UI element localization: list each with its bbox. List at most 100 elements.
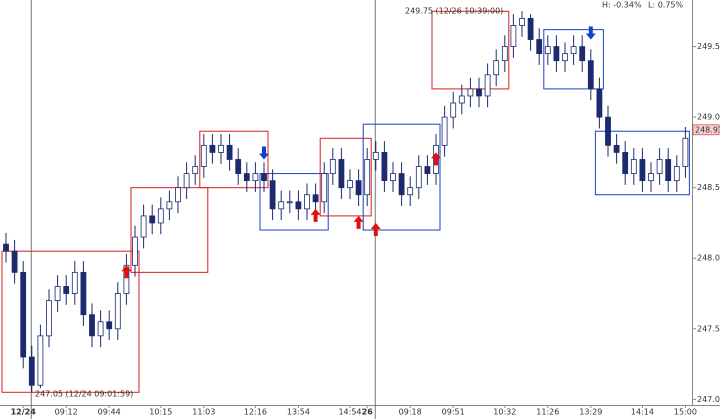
candle-body xyxy=(510,25,517,47)
x-tick-label: 12/24 xyxy=(11,408,37,417)
candle-body xyxy=(648,173,654,182)
y-tick-label: 247.50 xyxy=(697,324,720,333)
price-annotation: 249.75 (12/26 10:39:00) xyxy=(405,7,503,16)
signal-arrow xyxy=(431,152,441,166)
candle-body xyxy=(587,60,594,90)
candle-body xyxy=(476,88,482,97)
y-tick-label: 247.00 xyxy=(697,395,720,404)
range-box xyxy=(130,187,209,273)
last-price-label: 248.91 xyxy=(695,125,720,134)
x-tick-label: 12:16 xyxy=(244,408,267,417)
candle-body xyxy=(527,17,534,40)
candle-body xyxy=(415,166,422,189)
candle-body xyxy=(544,46,551,55)
candle-body xyxy=(166,201,173,210)
candle-body xyxy=(613,144,620,153)
candle-body xyxy=(80,271,87,316)
candle-body xyxy=(656,159,663,174)
x-tick-label: 09:44 xyxy=(98,408,121,417)
range-box xyxy=(543,29,604,90)
range-box xyxy=(319,137,372,217)
signal-arrow xyxy=(121,265,132,279)
last-price-tag xyxy=(692,124,720,136)
candle-body xyxy=(622,152,629,174)
candle-body xyxy=(407,187,414,196)
candle-body xyxy=(519,17,525,26)
candle-body xyxy=(218,144,224,153)
x-tick-label: 13:29 xyxy=(579,408,602,417)
candle-body xyxy=(114,293,121,330)
candle-body xyxy=(304,194,310,210)
candle-body xyxy=(390,173,396,182)
candle-body xyxy=(424,166,431,174)
candle-body xyxy=(252,173,259,182)
candle-body xyxy=(579,46,586,62)
x-tick-label: 26 xyxy=(362,408,374,417)
x-tick-label: 14:54 xyxy=(338,408,361,417)
y-tick-label: 249.00 xyxy=(697,113,720,122)
x-tick-label: 10:32 xyxy=(493,408,516,417)
candle-body xyxy=(441,116,448,146)
candle-body xyxy=(278,201,285,210)
candle-body xyxy=(665,159,672,182)
candle-body xyxy=(89,314,95,337)
range-box xyxy=(199,130,269,189)
candle-body xyxy=(553,46,560,62)
candle-body xyxy=(226,144,233,160)
candle-body xyxy=(673,166,680,182)
price-annotation: 247.05 (12/24 09:01:59) xyxy=(35,390,133,399)
candle-body xyxy=(235,159,242,174)
candle-body xyxy=(639,159,646,182)
candle-body xyxy=(398,173,405,196)
x-tick-label: 09:51 xyxy=(442,408,465,417)
candle-body xyxy=(347,180,353,189)
candle-body xyxy=(3,243,9,252)
range-box xyxy=(594,130,690,196)
candle-body xyxy=(63,286,70,294)
candle-body xyxy=(11,250,18,273)
candle-body xyxy=(501,46,508,62)
candle-body xyxy=(286,201,293,204)
range-box xyxy=(362,123,441,231)
candle-body xyxy=(37,335,44,386)
candle-body xyxy=(157,208,164,224)
candle-body xyxy=(450,102,457,118)
candle-body xyxy=(106,321,113,330)
y-tick-label: 249.50 xyxy=(697,42,720,51)
candle-body xyxy=(484,74,491,97)
candle-body xyxy=(192,166,199,174)
x-tick-label: 11:03 xyxy=(192,408,215,417)
x-tick-label: 14:14 xyxy=(631,408,654,417)
candle-body xyxy=(355,180,362,196)
candle-body xyxy=(321,173,328,203)
candle-body xyxy=(338,159,345,189)
candle-body xyxy=(175,187,181,203)
candle-body xyxy=(20,271,27,358)
x-tick-label: 09:18 xyxy=(399,408,422,417)
candle-body xyxy=(536,39,543,55)
range-box xyxy=(259,173,329,231)
signal-arrow xyxy=(259,146,269,160)
candle-body xyxy=(295,201,302,210)
candle-body xyxy=(54,286,61,301)
x-tick-label: 13:54 xyxy=(287,408,310,417)
candle-body xyxy=(97,321,104,337)
candle-body xyxy=(458,95,465,104)
candle-body xyxy=(71,271,78,294)
candle-body xyxy=(364,159,371,196)
candle-body xyxy=(562,53,568,62)
candle-body xyxy=(269,180,276,210)
x-tick-label: 10:15 xyxy=(149,408,172,417)
candle-body xyxy=(570,46,577,55)
x-tick-label: 11:26 xyxy=(536,408,559,417)
candle-body xyxy=(630,159,637,174)
signal-arrow xyxy=(310,208,321,222)
candle-body xyxy=(682,137,689,167)
candle-body xyxy=(132,236,138,266)
candle-body xyxy=(605,116,611,146)
candle-body xyxy=(243,173,250,182)
x-tick-label: 09:12 xyxy=(55,408,78,417)
